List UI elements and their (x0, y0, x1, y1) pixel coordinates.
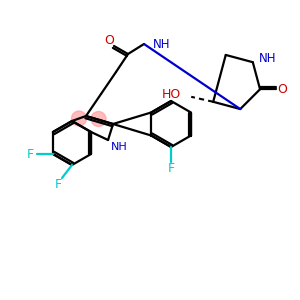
Text: O: O (277, 83, 287, 96)
Text: F: F (26, 148, 34, 160)
Text: O: O (104, 34, 114, 47)
Text: NH: NH (111, 142, 128, 152)
Text: F: F (167, 163, 175, 176)
Text: HO: HO (162, 88, 181, 101)
Text: F: F (54, 178, 61, 191)
Circle shape (71, 111, 86, 126)
Text: NH: NH (259, 52, 276, 65)
Circle shape (91, 112, 106, 127)
Text: NH: NH (153, 38, 170, 50)
